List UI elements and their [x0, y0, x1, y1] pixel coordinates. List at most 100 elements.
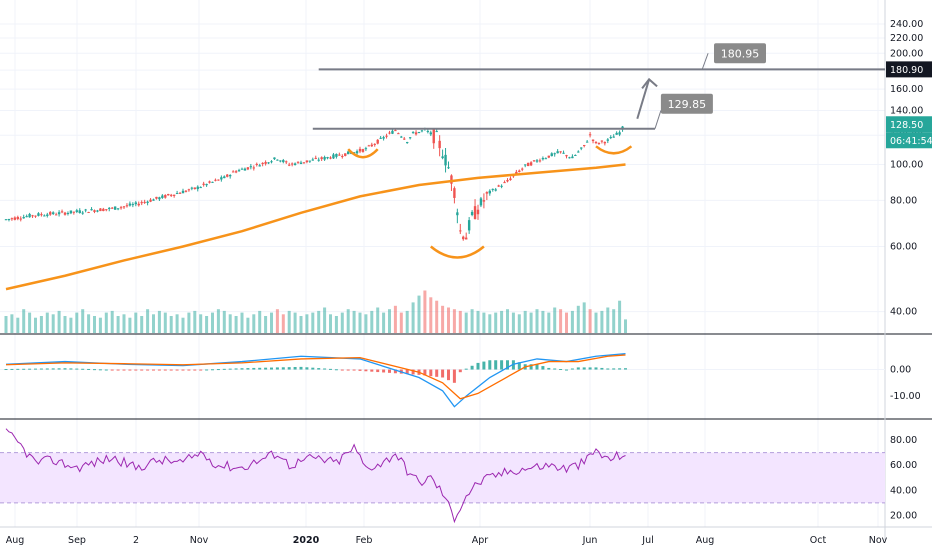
- candle-body-5: [19, 218, 22, 220]
- volume-bar-65: [388, 309, 391, 333]
- volume-bar-68: [405, 310, 409, 333]
- volume-bar-6: [39, 316, 43, 333]
- callout-129-85-bg: [660, 93, 713, 114]
- volume-bar-36: [216, 309, 220, 333]
- candle-body-97: [290, 163, 294, 165]
- volume-bar-90: [535, 309, 539, 333]
- volume-bar-1: [10, 314, 14, 333]
- macd-hist-bar-36: [216, 369, 220, 371]
- candle-body-163: [485, 192, 489, 194]
- candle-body-60: [181, 190, 185, 194]
- volume-bar-7: [45, 312, 49, 333]
- price-tick-label-10: 40.00: [890, 307, 917, 318]
- candle-body-103: [308, 160, 312, 162]
- candle-body-201: [597, 142, 601, 144]
- candle-body-78: [234, 171, 238, 173]
- volume-bar-77: [458, 310, 462, 333]
- volume-bar-55: [329, 314, 332, 333]
- macd-hist-bar-101: [600, 367, 604, 370]
- candle-body-135: [403, 138, 406, 140]
- macd-hist-bar-61: [364, 369, 368, 372]
- volume-bar-81: [482, 312, 486, 333]
- candle-body-83: [249, 166, 253, 168]
- macd-hist-bar-94: [559, 369, 563, 371]
- candle-body-104: [311, 159, 314, 161]
- date-tick-label-1: Sep: [68, 535, 86, 546]
- candle-body-2: [10, 218, 14, 220]
- macd-hist-bar-73: [435, 369, 439, 377]
- macd-hist-bar-24: [146, 369, 150, 371]
- macd-hist-bar-84: [500, 360, 504, 370]
- candle-body-192: [571, 156, 574, 159]
- candle-body-13: [43, 215, 46, 217]
- candle-body-197: [585, 141, 589, 143]
- candle-body-122: [364, 148, 368, 150]
- candle-body-41: [125, 205, 129, 207]
- candle-body-174: [518, 170, 521, 173]
- macd-hist-bar-48: [287, 367, 291, 370]
- candle-body-28: [87, 212, 90, 214]
- volume-bar-16: [98, 317, 102, 333]
- macd-hist-bar-66: [393, 369, 397, 374]
- head-arc: [430, 245, 485, 259]
- volume-bar-96: [570, 310, 574, 333]
- candle-body-0: [4, 219, 8, 221]
- volume-bar-37: [222, 310, 226, 333]
- volume-bar-80: [476, 310, 480, 333]
- volume-bar-30: [181, 317, 185, 333]
- candle-body-51: [155, 196, 158, 199]
- macd-hist-bar-11: [69, 368, 73, 370]
- candle-body-205: [609, 137, 612, 139]
- candle-body-91: [273, 157, 276, 160]
- candle-body-36: [111, 207, 114, 209]
- volume-bar-24: [146, 309, 150, 333]
- candle-body-120: [358, 148, 362, 152]
- target-price-tag-bg: [886, 61, 932, 78]
- volume-bar-62: [370, 310, 374, 333]
- countdown-tag-text: 06:41:54: [890, 136, 932, 147]
- candle-body-191: [568, 157, 571, 159]
- volume-bar-79: [470, 309, 474, 333]
- candle-body-143: [426, 130, 430, 132]
- candle-body-147: [438, 140, 441, 149]
- candle-body-152: [453, 188, 456, 198]
- candle-body-1: [7, 218, 11, 220]
- candle-body-88: [264, 161, 267, 164]
- macd-hist-bar-27: [163, 369, 167, 371]
- candle-body-21: [66, 212, 70, 214]
- volume-bar-51: [305, 314, 309, 333]
- candle-body-115: [344, 153, 347, 156]
- macd-hist-bar-20: [122, 369, 126, 371]
- volume-bar-47: [281, 314, 285, 333]
- volume-bar-10: [63, 316, 67, 333]
- candle-body-149: [444, 154, 447, 166]
- candle-body-99: [296, 161, 300, 163]
- macd-hist-bar-87: [517, 362, 521, 370]
- candle-body-102: [305, 160, 309, 163]
- candle-body-29: [90, 209, 93, 211]
- candle-body-139: [414, 132, 418, 135]
- volume-bar-61: [364, 314, 368, 333]
- candle-body-95: [285, 161, 288, 163]
- candle-body-208: [618, 132, 621, 135]
- candle-body-116: [347, 151, 350, 155]
- volume-bar-57: [340, 312, 344, 333]
- candle-body-63: [190, 187, 194, 189]
- candle-body-195: [580, 147, 583, 149]
- candle-body-170: [506, 179, 509, 182]
- volume-bar-92: [547, 312, 551, 333]
- volume-bar-74: [441, 305, 445, 333]
- candle-body-86: [258, 165, 261, 167]
- candle-body-182: [541, 158, 545, 160]
- macd-hist-bar-23: [140, 369, 144, 371]
- candle-body-160: [476, 209, 480, 215]
- macd-hist-bar-13: [81, 368, 85, 370]
- volume-bar-71: [423, 290, 427, 333]
- macd-hist-bar-34: [205, 369, 209, 371]
- candle-body-198: [588, 134, 592, 136]
- macd-hist-bar-89: [529, 364, 533, 370]
- volume-bar-31: [187, 312, 191, 333]
- volume-bar-26: [157, 310, 161, 333]
